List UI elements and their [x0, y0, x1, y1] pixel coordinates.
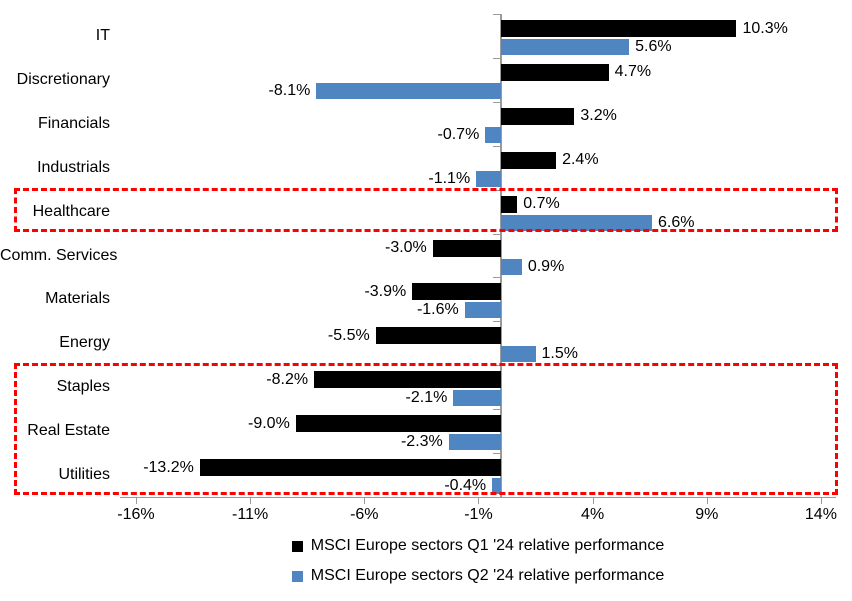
bar-value-label: 1.5%	[541, 345, 578, 363]
category-label: Real Estate	[27, 422, 110, 440]
legend-marker-q1	[291, 540, 303, 552]
bar-q2	[501, 39, 630, 55]
category-label: Financials	[37, 114, 110, 132]
x-tick-mark	[820, 497, 822, 504]
bar-value-label: -1.1%	[428, 169, 471, 187]
highlight-box	[14, 187, 838, 232]
bar-q2	[448, 434, 502, 451]
category-tick-mark	[493, 101, 502, 103]
category-label: IT	[95, 27, 110, 44]
x-tick-label: 4%	[581, 506, 605, 523]
category-label: Staples	[56, 378, 110, 396]
category-label: Utilities	[58, 466, 110, 484]
bar-q1	[314, 371, 502, 389]
bar-q1	[501, 151, 557, 169]
x-tick-label: -11%	[232, 506, 269, 523]
bar-q2	[316, 82, 502, 99]
bar-value-label: 2.4%	[562, 151, 599, 169]
category-tick-mark	[493, 189, 502, 191]
legend: MSCI Europe sectors Q1 '24 relative perf…	[120, 531, 836, 591]
x-tick-label: -1%	[464, 506, 493, 523]
category-tick-mark	[493, 497, 502, 498]
bar-q1	[295, 415, 502, 433]
category-tick-mark	[493, 145, 502, 147]
x-tick-mark	[592, 497, 594, 504]
bar-value-label: 5.6%	[635, 38, 672, 55]
bar-q2	[464, 302, 502, 319]
category-label: Comm. Services	[0, 246, 118, 264]
category-tick-mark	[493, 233, 502, 235]
bar-q1	[432, 239, 502, 257]
value-axis-line	[120, 497, 836, 498]
category-tick-mark	[493, 277, 502, 279]
bar-q1	[501, 20, 737, 37]
x-tick-mark	[135, 497, 137, 504]
category-tick-mark	[493, 409, 502, 411]
bar-value-label: -3.0%	[384, 239, 427, 257]
x-tick-label: 9%	[695, 506, 719, 523]
legend-item: MSCI Europe sectors Q1 '24 relative perf…	[291, 531, 665, 561]
x-tick-mark	[478, 497, 480, 504]
category-label: Industrials	[37, 158, 110, 176]
bar-value-label: 4.7%	[614, 63, 652, 81]
x-tick-mark	[706, 497, 708, 504]
bar-q2	[476, 170, 502, 187]
bar-value-label: -1.6%	[416, 301, 459, 319]
bar-q1	[501, 63, 609, 81]
bar-value-label: -2.1%	[405, 389, 448, 407]
x-tick-label: -16%	[117, 506, 155, 523]
legend-item: MSCI Europe sectors Q2 '24 relative perf…	[291, 561, 665, 591]
bar-value-label: -0.7%	[437, 125, 480, 143]
bar-q2	[501, 214, 652, 231]
legend-label: MSCI Europe sectors Q1 '24 relative perf…	[310, 537, 665, 554]
category-label: Materials	[45, 290, 110, 308]
bar-value-label: -2.3%	[400, 433, 443, 451]
category-tick-mark	[493, 57, 502, 59]
category-label: Discretionary	[16, 70, 110, 88]
bar-value-label: 0.9%	[527, 257, 565, 275]
category-tick-mark	[493, 321, 502, 323]
category-label: Energy	[59, 334, 110, 352]
category-label: Healthcare	[32, 202, 110, 220]
x-tick-label: -6%	[350, 506, 379, 523]
category-tick-mark	[493, 365, 502, 367]
bar-value-label: -0.4%	[444, 477, 487, 495]
bar-q1	[501, 195, 518, 213]
bar-q1	[501, 107, 575, 125]
x-tick-mark	[364, 497, 366, 504]
bar-q2	[485, 126, 502, 143]
bar-value-label: -13.2%	[143, 458, 194, 476]
bar-value-label: 10.3%	[742, 19, 788, 37]
bar-value-label: 3.2%	[580, 107, 617, 125]
legend-marker-q2	[291, 570, 303, 582]
bar-value-label: -8.1%	[268, 81, 311, 99]
bar-value-label: -5.5%	[327, 326, 370, 344]
category-axis-line	[500, 14, 503, 498]
bar-value-label: 6.6%	[657, 213, 695, 231]
bar-q1	[199, 459, 502, 477]
bar-q2	[501, 258, 522, 275]
legend-label: MSCI Europe sectors Q2 '24 relative perf…	[310, 567, 665, 584]
bar-value-label: -9.0%	[248, 414, 290, 432]
bar-value-label: 0.7%	[523, 195, 560, 213]
bar-value-label: -8.2%	[266, 370, 309, 388]
category-tick-mark	[493, 14, 502, 15]
bar-q1	[375, 327, 502, 345]
bar-value-label: -3.9%	[364, 282, 407, 300]
bar-q2	[492, 478, 502, 495]
x-tick-label: 14%	[804, 506, 837, 523]
x-tick-mark	[250, 497, 252, 504]
bar-q1	[412, 283, 502, 301]
bar-q2	[501, 346, 536, 363]
bar-q2	[453, 390, 502, 407]
category-tick-mark	[493, 453, 502, 455]
